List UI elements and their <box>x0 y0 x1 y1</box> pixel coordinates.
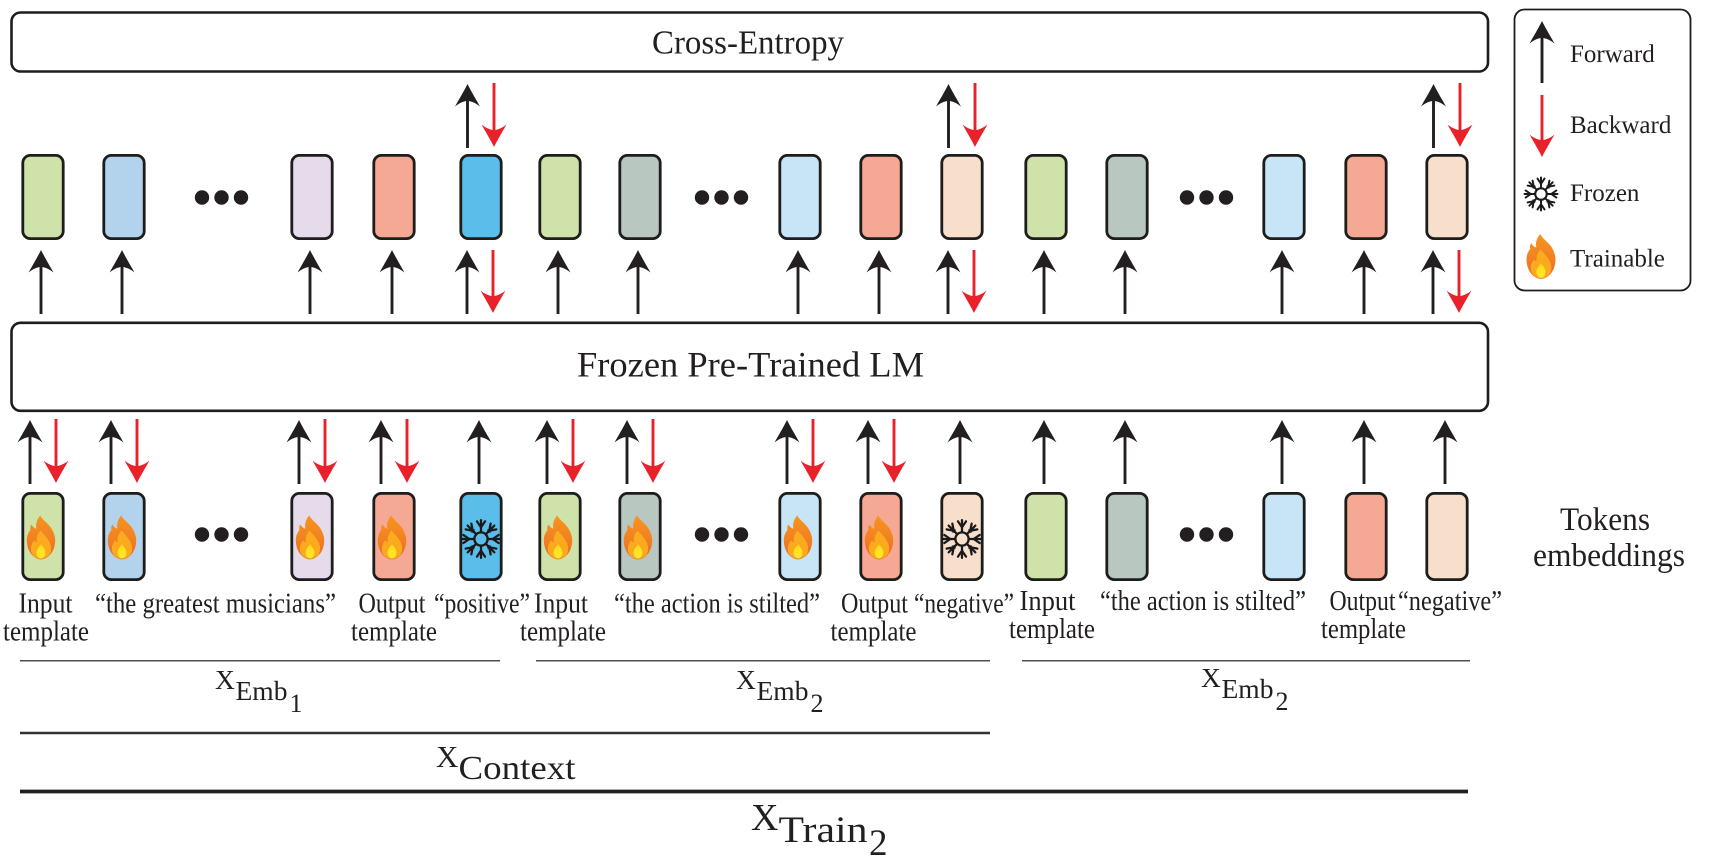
svg-text:2: 2 <box>869 823 888 863</box>
svg-text:Output: Output <box>359 588 426 620</box>
svg-text:1: 1 <box>290 689 303 718</box>
svg-text:Context: Context <box>459 750 577 787</box>
svg-text:Tokens: Tokens <box>1560 502 1650 538</box>
svg-text:X: X <box>215 664 235 695</box>
svg-text:“positive”: “positive” <box>434 588 530 620</box>
svg-text:template: template <box>831 616 917 648</box>
svg-text:Backward: Backward <box>1570 112 1672 139</box>
svg-text:template: template <box>351 616 437 648</box>
svg-text:Output: Output <box>1330 585 1396 617</box>
svg-text:Trainable: Trainable <box>1570 246 1665 273</box>
svg-text:embeddings: embeddings <box>1533 538 1685 574</box>
svg-text:Train: Train <box>779 810 868 851</box>
svg-text:Input: Input <box>19 588 73 620</box>
svg-text:Cross-Entropy: Cross-Entropy <box>652 25 844 62</box>
svg-text:Forward: Forward <box>1570 41 1655 68</box>
svg-text:Input: Input <box>1020 585 1076 617</box>
svg-text:template: template <box>3 616 89 648</box>
svg-text:“the greatest musicians”: “the greatest musicians” <box>95 588 336 620</box>
svg-text:X: X <box>736 664 756 695</box>
svg-text:template: template <box>1009 613 1095 645</box>
svg-text:2: 2 <box>811 689 824 718</box>
svg-text:Input: Input <box>534 588 588 620</box>
svg-text:Emb: Emb <box>1222 673 1274 704</box>
svg-text:X: X <box>1201 662 1221 693</box>
svg-text:template: template <box>1321 613 1406 645</box>
svg-text:“the action is stilted”: “the action is stilted” <box>1100 585 1306 617</box>
svg-text:2: 2 <box>1276 687 1289 716</box>
svg-text:Frozen: Frozen <box>1570 180 1640 207</box>
svg-text:Emb: Emb <box>757 675 809 706</box>
svg-text:“the action is stilted”: “the action is stilted” <box>614 588 820 620</box>
svg-text:Output: Output <box>841 588 908 620</box>
svg-text:“negative”: “negative” <box>914 588 1014 620</box>
svg-text:X: X <box>436 739 458 774</box>
svg-text:Frozen Pre-Trained LM: Frozen Pre-Trained LM <box>577 345 924 385</box>
svg-text:template: template <box>520 616 606 648</box>
svg-text:Emb: Emb <box>236 675 288 706</box>
svg-text:“negative”: “negative” <box>1398 585 1502 617</box>
svg-text:X: X <box>751 797 778 839</box>
